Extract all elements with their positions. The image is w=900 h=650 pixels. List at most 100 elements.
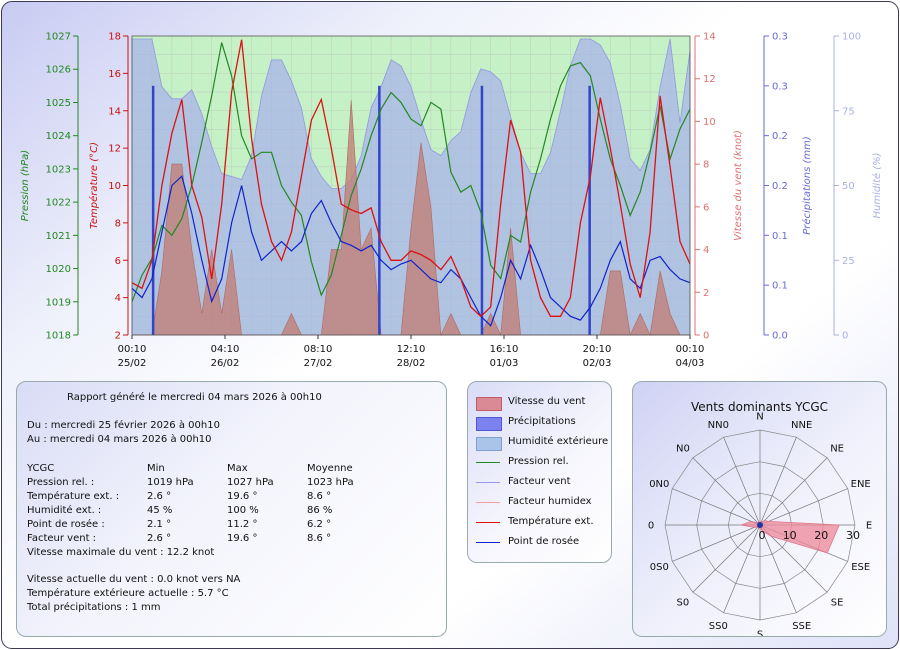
rose-spoke <box>759 437 797 526</box>
dewpoint-line <box>131 175 691 327</box>
rose-spoke <box>759 524 797 613</box>
rose-ring-label: 20 <box>814 529 828 542</box>
rose-direction-label: S <box>757 630 763 637</box>
temperature-tick-label: 4 <box>115 293 121 304</box>
legend-label: Vitesse du vent <box>508 396 586 407</box>
temperature-tick-label: 2 <box>115 331 121 342</box>
wind-tick-label: 8 <box>703 160 709 171</box>
rose-direction-label: 0N0 <box>649 479 669 490</box>
report-table-cell: 45 % <box>147 505 173 516</box>
legend-swatch <box>476 522 500 523</box>
wind-tick-label: 10 <box>703 117 716 128</box>
pressure-tick-label: 1027 <box>46 32 71 43</box>
rose-direction-label: ENE <box>851 479 871 490</box>
precip-tick-label: 0.3 <box>772 81 788 92</box>
humidity-tick-label: 50 <box>842 181 855 192</box>
legend-swatch <box>476 482 500 483</box>
humidity-tick-label: 0 <box>842 331 848 342</box>
rose-spoke <box>723 437 761 526</box>
report-table-header: YCGC <box>27 463 55 474</box>
rose-direction-label: 0S0 <box>650 562 669 573</box>
main-chart: 00:10 25/02 04:10 26/02 08:10 27/02 12:10 28/02… <box>20 32 883 370</box>
humidity-tick-label: 25 <box>842 256 855 267</box>
legend-label: Précipitations <box>508 416 576 427</box>
report-table-header: Max <box>227 463 248 474</box>
wind-tick-label: 6 <box>703 202 709 213</box>
legend-label: Facteur humidex <box>508 496 592 507</box>
x-tick-date: 26/02 <box>211 358 240 369</box>
report-table-cell: 1023 hPa <box>307 477 354 488</box>
temperature-tick-label: 10 <box>108 181 121 192</box>
x-tick-time: 00:10 <box>118 344 147 355</box>
x-tick-time: 12:10 <box>397 344 426 355</box>
wind-tick-label: 2 <box>703 288 709 299</box>
x-tick-time: 08:10 <box>304 344 333 355</box>
humidity-tick-label: 75 <box>842 106 855 117</box>
rose-spoke <box>723 524 761 613</box>
precip-tick-label: 0.1 <box>772 231 788 242</box>
wind-tick-label: 0 <box>703 331 709 342</box>
wind-tick-label: 12 <box>703 74 716 85</box>
temperature-tick-label: 14 <box>108 106 121 117</box>
temperature-tick-label: 16 <box>108 69 121 80</box>
legend-swatch <box>476 437 502 451</box>
report-from: Du : mercredi 25 février 2026 à 00h10 <box>27 420 220 431</box>
humidity-area <box>131 38 691 336</box>
report-table-cell: 8.6 ° <box>307 533 332 544</box>
report-table-cell: 86 % <box>307 505 333 516</box>
x-tick-date: 28/02 <box>397 358 426 369</box>
legend-label: Température ext. <box>508 516 594 527</box>
report-table-cell: 100 % <box>227 505 259 516</box>
report-title: Rapport généré le mercredi 04 mars 2026 … <box>67 392 322 403</box>
rose-spoke <box>692 457 761 526</box>
precip-tick-label: 0.2 <box>772 131 788 142</box>
precip-axis-title: Précipitations (mm) <box>801 136 813 235</box>
report-table-cell: 19.6 ° <box>227 491 258 502</box>
report-table-cell: Pression rel. : <box>27 477 95 488</box>
report-table-header: Min <box>147 463 165 474</box>
report-table-header: Moyenne <box>307 463 353 474</box>
report-table-cell: 1019 hPa <box>147 477 194 488</box>
x-tick-time: 16:10 <box>490 344 519 355</box>
pressure-tick-label: 1025 <box>46 98 71 109</box>
legend-label: Humidité extérieure <box>508 436 609 447</box>
report-to: Au : mercredi 04 mars 2026 à 00h10 <box>27 434 212 445</box>
legend-label: Facteur vent <box>508 476 571 487</box>
report-table-cell: 11.2 ° <box>227 519 258 530</box>
x-tick-time: 04:10 <box>211 344 240 355</box>
legend-label: Pression rel. <box>508 456 569 467</box>
precip-bar <box>588 85 591 335</box>
report-panel: Rapport généré le mercredi 04 mars 2026 … <box>16 381 447 637</box>
report-max-wind: Vitesse maximale du vent : 12.2 knot <box>27 547 215 558</box>
x-tick-date: 02/03 <box>583 358 612 369</box>
report-table-cell: Humidité ext. : <box>27 505 102 516</box>
report-table-cell: Point de rosée : <box>27 519 105 530</box>
rose-direction-label: SS0 <box>709 621 728 632</box>
x-tick-time: 00:10 <box>676 344 705 355</box>
precip-tick-label: 0.0 <box>772 331 788 342</box>
rose-direction-label: NN0 <box>708 420 729 431</box>
pressure-tick-label: 1023 <box>46 164 71 175</box>
report-current-wind: Vitesse actuelle du vent : 0.0 knot vers… <box>27 574 241 585</box>
rose-spoke <box>759 488 848 526</box>
x-tick-date: 25/02 <box>118 358 147 369</box>
wind-rose-title: Vents dominants YCGC <box>690 400 829 414</box>
report-table-cell: 19.6 ° <box>227 533 258 544</box>
wind-tick-label: 14 <box>703 32 716 43</box>
report-table-cell: 2.1 ° <box>147 519 172 530</box>
rose-spoke <box>672 524 761 562</box>
rose-spoke <box>759 457 828 526</box>
rose-direction-label: 0 <box>648 521 654 532</box>
pressure-tick-label: 1022 <box>46 198 71 209</box>
temperature-tick-label: 6 <box>115 256 121 267</box>
wind-speed-area <box>132 100 690 337</box>
rose-direction-label: ESE <box>851 562 870 573</box>
rose-direction-label: NE <box>830 443 844 454</box>
legend-label: Point de rosée <box>508 536 580 547</box>
rose-ring-label: 0 <box>759 529 766 542</box>
x-tick-date: 04/03 <box>676 358 705 369</box>
pressure-tick-label: 1024 <box>46 131 71 142</box>
report-table-cell: 8.6 ° <box>307 491 332 502</box>
legend-swatch <box>476 417 502 431</box>
report-table-cell: 2.6 ° <box>147 533 172 544</box>
